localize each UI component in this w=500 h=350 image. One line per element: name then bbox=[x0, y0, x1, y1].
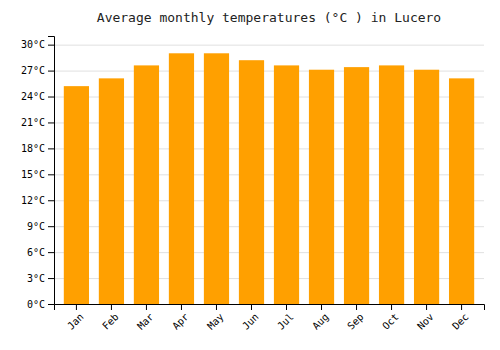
grid-tick bbox=[54, 45, 484, 46]
x-tick: Nov bbox=[415, 304, 436, 332]
x-tick-mark bbox=[321, 304, 322, 310]
y-tick-label: 30°C bbox=[21, 39, 45, 50]
y-tick-label: 18°C bbox=[21, 143, 45, 154]
x-tick-mark bbox=[356, 304, 357, 310]
bar bbox=[414, 70, 439, 304]
x-tick-mark bbox=[76, 304, 77, 310]
x-tick: Jan bbox=[65, 304, 86, 332]
x-tick: Feb bbox=[100, 304, 121, 332]
x-tick-mark bbox=[286, 304, 287, 310]
y-axis: 0°C 3°C 6°C 9°C 12°C 15°C 18°C 21°C 24°C 27°C 30°C bbox=[21, 37, 55, 310]
x-tick-label: Nov bbox=[415, 311, 436, 332]
bar bbox=[134, 65, 159, 304]
y-tick-mark bbox=[48, 200, 54, 201]
y-tick: 9°C bbox=[27, 221, 54, 232]
x-tick: Aug bbox=[310, 304, 331, 332]
x-tick-label: Dec bbox=[450, 311, 471, 332]
y-tick: 24°C bbox=[21, 91, 54, 102]
x-tick-mark bbox=[251, 304, 252, 310]
y-tick-label: 6°C bbox=[27, 247, 45, 258]
y-tick-label: 0°C bbox=[27, 299, 45, 310]
x-tick-label: Feb bbox=[100, 311, 121, 332]
x-tick: Apr bbox=[170, 304, 191, 332]
bars bbox=[64, 53, 474, 304]
x-axis: Jan Feb Mar Apr May Jun Jul Aug Sep Oct Nov Dec bbox=[55, 304, 485, 332]
bar bbox=[274, 65, 299, 304]
x-tick-mark bbox=[391, 304, 392, 310]
y-tick-mark bbox=[48, 174, 54, 175]
bar bbox=[169, 53, 194, 304]
y-tick-label: 12°C bbox=[21, 195, 45, 206]
bar bbox=[344, 67, 369, 304]
y-tick: 18°C bbox=[21, 143, 54, 154]
x-tick-mark bbox=[461, 304, 462, 310]
x-tick-label: May bbox=[205, 311, 226, 332]
x-tick-mark bbox=[216, 304, 217, 310]
bar bbox=[309, 70, 334, 304]
y-tick-label: 15°C bbox=[21, 169, 45, 180]
plot: 0°C 3°C 6°C 9°C 12°C 15°C 18°C 21°C 24°C 27°C 30°C… bbox=[21, 37, 485, 332]
bar bbox=[379, 65, 404, 304]
y-tick: 3°C bbox=[27, 273, 54, 284]
y-tick-mark bbox=[48, 304, 54, 305]
y-axis-line bbox=[48, 37, 55, 305]
title: Average monthly temperatures (°C ) in Lu… bbox=[97, 10, 441, 25]
grid bbox=[54, 45, 484, 304]
x-tick: Dec bbox=[450, 304, 471, 332]
y-tick-label: 24°C bbox=[21, 91, 45, 102]
y-tick: 0°C bbox=[27, 299, 54, 310]
x-tick-mark bbox=[181, 304, 182, 310]
x-tick: Jun bbox=[240, 304, 261, 332]
x-tick: Jul bbox=[275, 304, 296, 332]
x-tick-mark bbox=[426, 304, 427, 310]
x-tick-label: Mar bbox=[135, 311, 156, 332]
bar bbox=[99, 78, 124, 304]
y-tick-mark bbox=[48, 122, 54, 123]
x-tick-label: Jan bbox=[65, 311, 86, 332]
y-tick-mark bbox=[48, 278, 54, 279]
chart: 0°C 3°C 6°C 9°C 12°C 15°C 18°C 21°C 24°C 27°C 30°C… bbox=[0, 0, 500, 350]
bar bbox=[64, 86, 89, 304]
x-tick: Mar bbox=[135, 304, 156, 332]
x-tick-label: Jul bbox=[275, 311, 296, 332]
y-tick-label: 3°C bbox=[27, 273, 45, 284]
y-tick: 21°C bbox=[21, 117, 54, 128]
x-tick-mark bbox=[111, 304, 112, 310]
y-tick-mark bbox=[48, 252, 54, 253]
x-tick-label: Oct bbox=[380, 311, 401, 332]
y-tick: 27°C bbox=[21, 65, 54, 76]
x-tick-label: Apr bbox=[170, 311, 191, 332]
y-tick: 15°C bbox=[21, 169, 54, 180]
x-tick-label: Sep bbox=[345, 311, 366, 332]
y-tick-mark bbox=[48, 71, 54, 72]
y-tick-label: 9°C bbox=[27, 221, 45, 232]
bar bbox=[449, 78, 474, 304]
x-tick: May bbox=[205, 304, 226, 332]
y-tick-mark bbox=[48, 45, 54, 46]
x-tick-label: Aug bbox=[310, 311, 331, 332]
y-tick: 30°C bbox=[21, 39, 54, 50]
x-tick: Oct bbox=[380, 304, 401, 332]
x-tick-mark bbox=[146, 304, 147, 310]
y-tick-label: 27°C bbox=[21, 65, 45, 76]
x-axis-line bbox=[55, 305, 485, 311]
y-tick-label: 21°C bbox=[21, 117, 45, 128]
y-tick: 12°C bbox=[21, 195, 54, 206]
y-tick: 6°C bbox=[27, 247, 54, 258]
x-tick-label: Jun bbox=[240, 311, 261, 332]
bar bbox=[204, 53, 229, 304]
grid-line bbox=[54, 45, 484, 46]
x-tick: Sep bbox=[345, 304, 366, 332]
y-tick-mark bbox=[48, 97, 54, 98]
bar bbox=[239, 60, 264, 304]
y-tick-mark bbox=[48, 226, 54, 227]
y-tick-mark bbox=[48, 148, 54, 149]
